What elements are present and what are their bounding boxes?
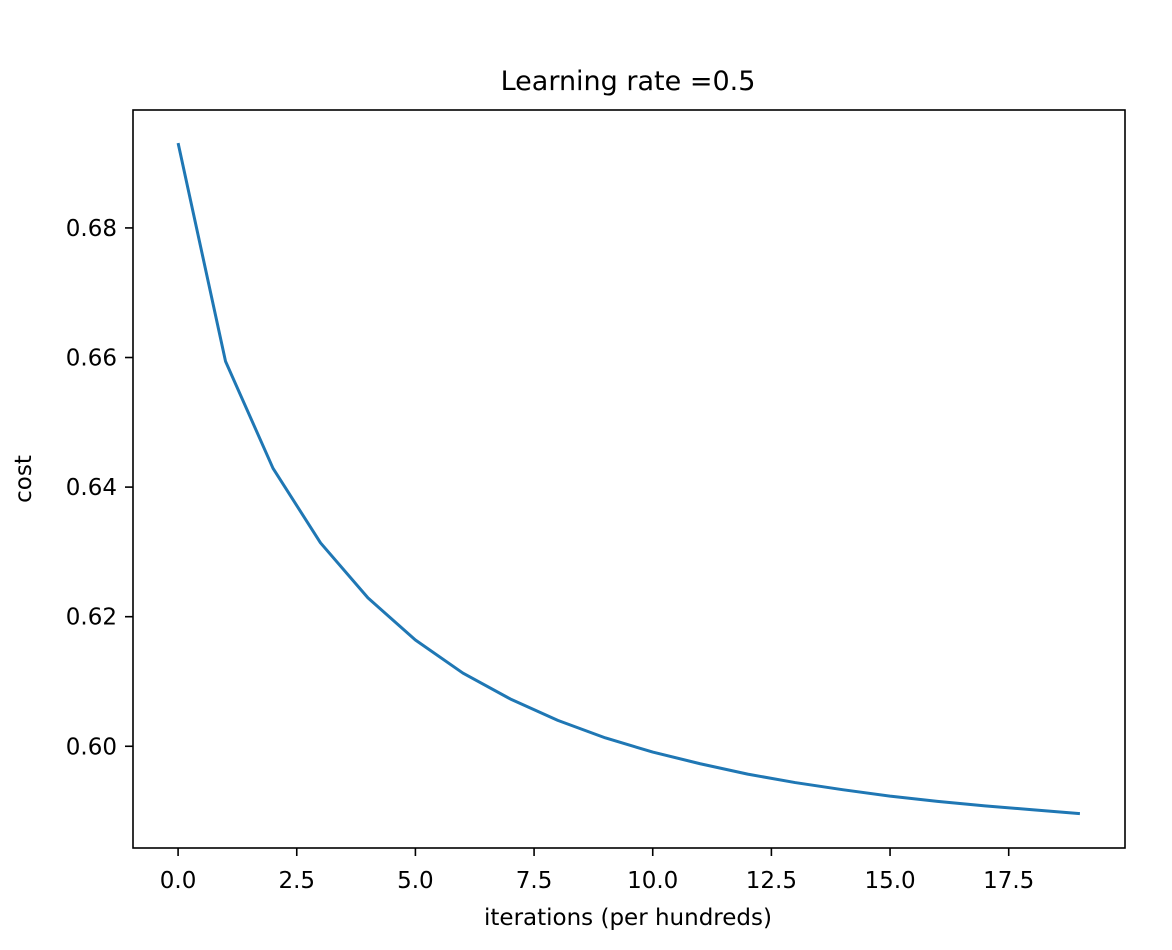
chart-title: Learning rate =0.5	[501, 66, 756, 97]
y-axis-ticks: 0.60 0.62 0.64 0.66 0.68	[66, 216, 133, 760]
x-tick-label: 2.5	[278, 868, 315, 894]
y-tick-label: 0.68	[66, 216, 117, 242]
x-tick-label: 15.0	[864, 868, 915, 894]
y-tick-label: 0.60	[66, 734, 117, 760]
x-tick-label: 0.0	[160, 868, 197, 894]
y-axis-label: cost	[11, 455, 37, 503]
x-tick-label: 17.5	[983, 868, 1034, 894]
x-axis-label: iterations (per hundreds)	[484, 905, 772, 931]
y-tick-label: 0.62	[66, 605, 117, 631]
x-tick-label: 12.5	[746, 868, 797, 894]
y-tick-label: 0.64	[66, 475, 117, 501]
plot-area	[132, 109, 1126, 849]
y-tick-label: 0.66	[66, 346, 117, 372]
x-axis-ticks: 0.0 2.5 5.0 7.5 10.0 12.5 15.0 17.5	[160, 848, 1034, 894]
x-tick-label: 7.5	[516, 868, 553, 894]
cost-series-points	[177, 142, 1081, 814]
cost-series-line	[176, 142, 1081, 816]
x-tick-label: 5.0	[397, 868, 434, 894]
x-tick-label: 10.0	[627, 868, 678, 894]
